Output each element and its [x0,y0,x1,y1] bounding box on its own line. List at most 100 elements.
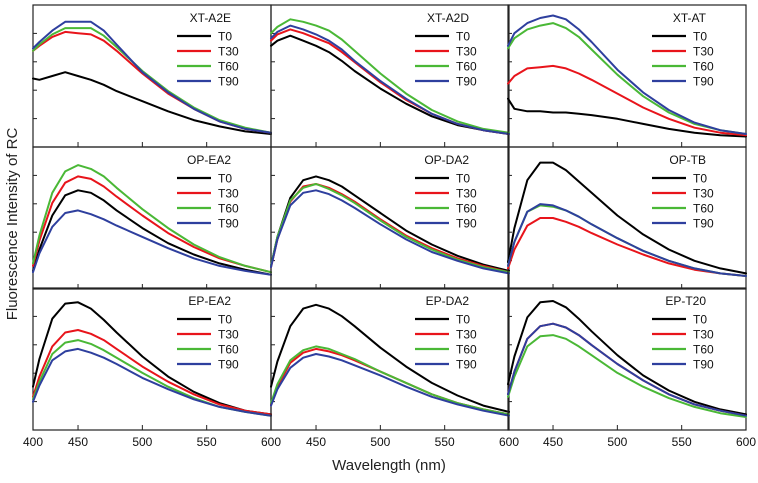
legend-label-t0: T0 [218,172,232,186]
x-tick-label: 600 [736,435,756,449]
panel-title: OP-DA2 [424,153,469,167]
legend-label-t0: T0 [218,313,232,327]
legend-label-t0: T0 [456,30,470,44]
series-line-t90 [32,347,272,417]
series-line-t60 [507,334,747,418]
x-tick-label: 550 [672,435,692,449]
panel-title: EP-EA2 [188,294,231,308]
series-line-t60 [270,183,510,274]
x-tick-label: 550 [435,435,455,449]
x-tick-label: 450 [68,435,88,449]
series-line-t0 [32,189,272,276]
series-line-t0 [270,34,510,135]
series-line-t30 [507,217,747,277]
legend-label-t0: T0 [693,313,707,327]
panel-title: EP-DA2 [426,294,470,308]
x-tick-label: 500 [370,435,390,449]
legend-label-t30: T30 [218,45,239,59]
series-line-t90 [32,20,272,134]
panel-title: XT-A2E [190,11,231,25]
legend-label-t60: T60 [218,202,239,216]
series-line-t60 [507,22,747,135]
legend-label-t90: T90 [693,75,714,89]
legend-label-t60: T60 [456,60,477,74]
series-line-t90 [32,209,272,276]
x-tick-label: 450 [543,435,563,449]
legend-label-t90: T90 [218,358,239,372]
legend-label-t60: T60 [456,343,477,357]
x-tick-label: 600 [261,435,281,449]
x-tick-label: 600 [499,435,519,449]
series-line-t60 [32,164,272,274]
panel-frame [270,287,510,431]
series-line-t0 [32,301,272,416]
series-line-t0 [507,161,747,275]
legend-label-t30: T30 [693,187,714,201]
series-line-t30 [507,64,747,137]
panel-frame [507,287,747,431]
legend-label-t60: T60 [693,202,714,216]
series-line-t90 [270,189,510,275]
panel-title: OP-EA2 [187,153,231,167]
series-line-t0 [32,71,272,135]
x-axis-label: Wavelength (nm) [332,457,446,474]
legend-label-t90: T90 [693,358,714,372]
legend-label-t30: T30 [456,187,477,201]
series-line-t90 [507,14,747,135]
x-tick-label: 500 [607,435,627,449]
legend-label-t60: T60 [218,343,239,357]
series-line-t60 [32,27,272,134]
panel-title: EP-T20 [665,294,706,308]
legend-label-t30: T30 [218,328,239,342]
legend-label-t90: T90 [218,217,239,231]
legend-label-t30: T30 [456,45,477,59]
legend-label-t30: T30 [218,187,239,201]
legend-label-t90: T90 [456,75,477,89]
panel-frame [507,146,747,290]
series-line-t90 [270,353,510,417]
panel-title: XT-AT [673,11,707,25]
panel-frame [270,146,510,290]
series-line-t60 [270,18,510,134]
series-line-t0 [270,175,510,272]
legend-label-t60: T60 [218,60,239,74]
legend-label-t30: T30 [693,328,714,342]
panel-title: OP-TB [669,153,706,167]
legend-label-t0: T0 [218,30,232,44]
legend-label-t90: T90 [218,75,239,89]
legend-label-t60: T60 [693,60,714,74]
x-tick-label: 400 [23,435,43,449]
legend-label-t90: T90 [456,358,477,372]
legend-label-t0: T0 [456,172,470,186]
series-line-t0 [507,300,747,416]
series-line-t90 [507,203,747,277]
series-line-t30 [32,175,272,274]
x-tick-label: 500 [132,435,152,449]
y-axis-label: Fluorescence Intensity of RC [4,128,21,321]
x-tick-label: 450 [306,435,326,449]
legend-label-t0: T0 [693,172,707,186]
legend-label-t90: T90 [693,217,714,231]
series-line-t90 [507,322,747,417]
x-tick-label: 550 [197,435,217,449]
legend-label-t30: T30 [693,45,714,59]
series-line-t0 [507,97,747,138]
legend-label-t0: T0 [693,30,707,44]
panel-title: XT-A2D [427,11,469,25]
series-line-t60 [270,345,510,416]
legend-label-t90: T90 [456,217,477,231]
series-line-t90 [270,24,510,135]
legend-label-t0: T0 [456,313,470,327]
legend-label-t30: T30 [456,328,477,342]
